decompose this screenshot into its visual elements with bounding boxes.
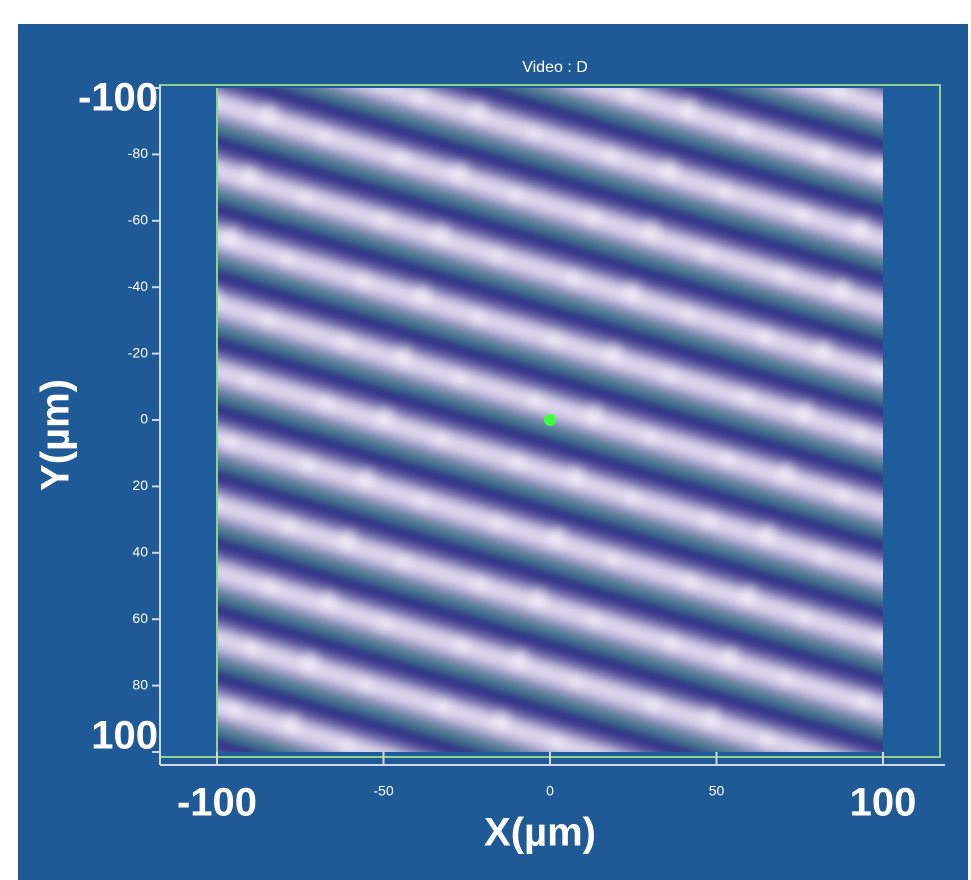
y-tick-label: 20 (132, 477, 148, 493)
y-tick-label: -100 (78, 76, 158, 120)
x-tick-label: 100 (850, 781, 917, 825)
x-tick-label: -50 (373, 783, 393, 799)
y-tick-label: -60 (128, 212, 148, 228)
y-tick-label: 100 (91, 714, 158, 758)
y-tick-label: -40 (128, 278, 148, 294)
y-tick-label: 60 (132, 610, 148, 626)
y-tick-label: -80 (128, 145, 148, 161)
x-tick-label: 50 (709, 783, 725, 799)
chart-title: Video : D (522, 59, 588, 76)
y-tick-label: 40 (132, 544, 148, 560)
y-tick-label: 80 (132, 676, 148, 692)
marker-point (544, 414, 556, 426)
x-axis-label: X(µm) (484, 811, 596, 855)
y-axis-label: Y(µm) (34, 379, 78, 491)
y-tick-label: -20 (128, 344, 148, 360)
x-tick-label: 0 (546, 783, 554, 799)
y-tick-label: 0 (140, 411, 148, 427)
x-tick-label: -100 (177, 781, 257, 825)
